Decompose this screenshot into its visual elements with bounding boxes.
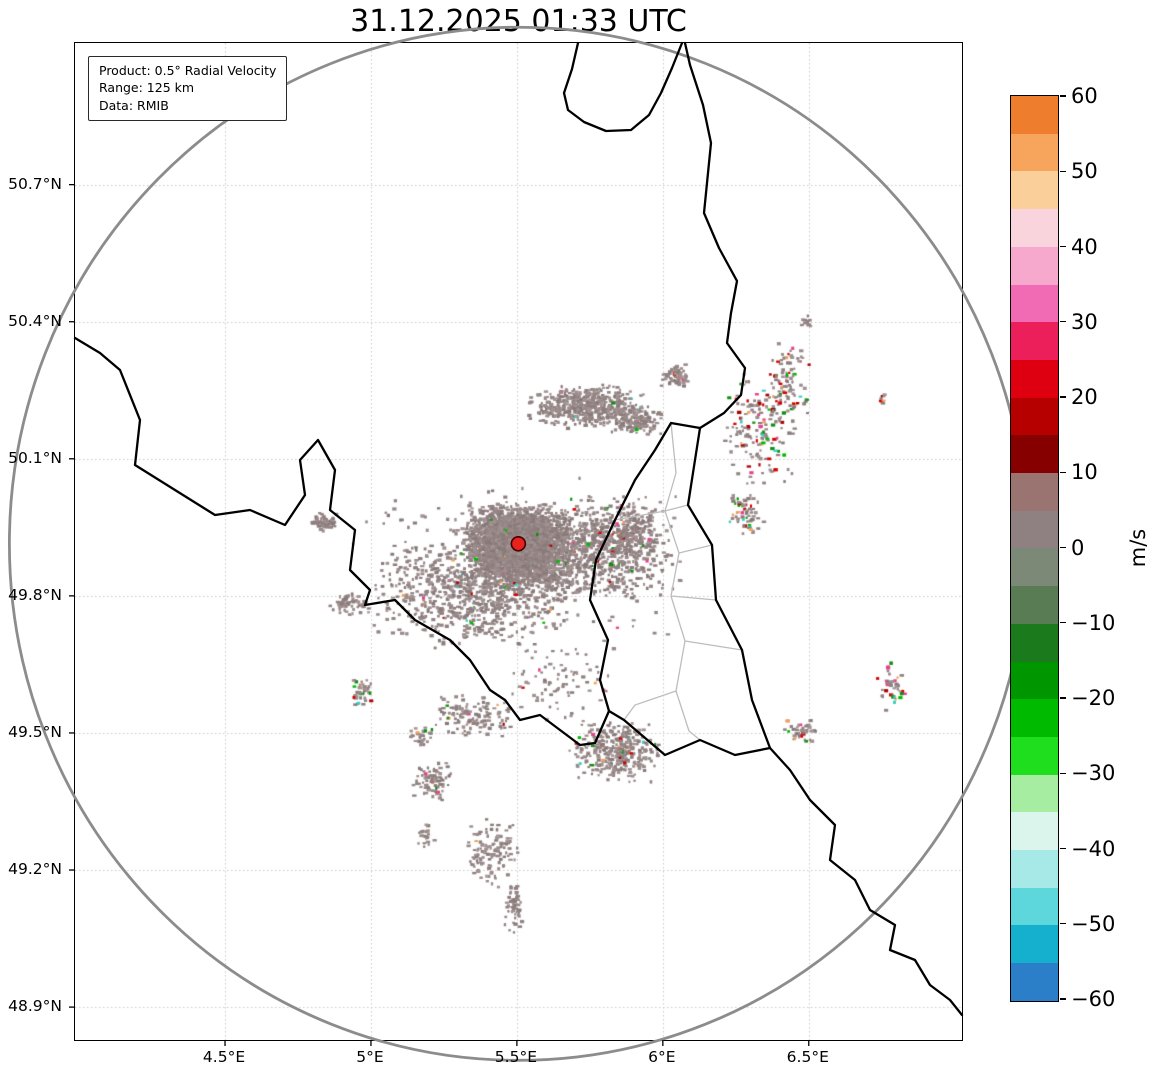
colorbar-segment [1011, 963, 1058, 1001]
plot-area: Product: 0.5° Radial Velocity Range: 125… [7, 25, 1029, 1062]
colorbar-segment [1011, 171, 1058, 210]
product-info-box: Product: 0.5° Radial Velocity Range: 125… [88, 56, 288, 121]
colorbar-tick-mark [1060, 546, 1066, 549]
y-axis: 50.7°N 50.4°N 50.1°N 49.8°N 49.5°N 49.2°N 48.9… [0, 42, 66, 1039]
colorbar-tick-label: 0 [1071, 535, 1085, 560]
colorbar-tick-label: 60 [1071, 84, 1098, 108]
x-tick-label: 5.5°E [494, 1048, 537, 1066]
colorbar-tick-mark [1060, 847, 1066, 850]
colorbar-segment [1011, 246, 1058, 285]
admin-border [614, 510, 666, 521]
colorbar-tick-label: −30 [1071, 761, 1116, 786]
colorbar-segment [1011, 322, 1058, 360]
colorbar-segment [1011, 887, 1058, 926]
colorbar-segment [1011, 623, 1058, 662]
colorbar-tick-label: 50 [1071, 159, 1098, 184]
colorbar-segment [1011, 586, 1058, 624]
colorbar-tick-mark [1060, 772, 1066, 774]
colorbar-gradient [1010, 95, 1059, 1002]
y-tick-label: 50.1°N [8, 448, 62, 467]
admin-border [670, 595, 717, 601]
colorbar-segment [1011, 925, 1058, 964]
colorbar-tick-mark [1060, 170, 1066, 172]
info-line-product: Product: 0.5° Radial Velocity [99, 63, 277, 78]
colorbar-segment [1011, 699, 1058, 737]
colorbar-segment [1011, 736, 1058, 775]
admin-border [623, 690, 677, 721]
radar-site-marker [510, 535, 527, 552]
colorbar-segment [1011, 812, 1058, 851]
y-tick-label: 49.5°N [8, 722, 62, 741]
colorbar-tick-mark [1060, 622, 1066, 624]
colorbar-tick-label: 40 [1071, 234, 1098, 259]
colorbar-tick-label: −10 [1071, 610, 1116, 635]
page-title: 31.12.2025 01:33 UTC [350, 4, 687, 39]
colorbar-tick-mark [1060, 95, 1066, 97]
x-tick-label: 4.5°E [202, 1048, 246, 1066]
info-line-range: Range: 125 km [99, 80, 195, 96]
colorbar-segment [1011, 850, 1058, 888]
colorbar-segment [1011, 133, 1058, 172]
x-tick-label: 6°E [648, 1048, 676, 1066]
colorbar-ticks: 60 50 40 30 20 10 0 −10 −20 −30 −40 −50 −60 [1060, 84, 1170, 1011]
colorbar-segment [1011, 96, 1058, 134]
colorbar-segment [1011, 284, 1058, 323]
x-tick-label: 6.5°E [786, 1048, 829, 1066]
colorbar-segment [1011, 510, 1058, 549]
colorbar-tick-mark [1060, 697, 1066, 699]
colorbar-tick-label: 10 [1071, 460, 1098, 485]
colorbar-tick-mark [1060, 998, 1066, 1000]
map-overlay [7, 25, 1029, 1062]
colorbar-segment [1011, 359, 1058, 398]
colorbar-segment [1011, 209, 1058, 247]
x-tick-label: 5°E [356, 1048, 384, 1066]
colorbar-segment [1011, 435, 1058, 474]
x-axis: 4.5°E 5°E 5.5°E 6°E 6.5°E [74, 1048, 963, 1070]
colorbar-tick-label: 20 [1071, 385, 1098, 409]
colorbar-unit-label: m/s [1126, 528, 1150, 567]
colorbar-tick-mark [1060, 396, 1066, 398]
colorbar-tick-mark [1060, 923, 1066, 925]
country-border [562, 41, 684, 133]
colorbar-tick-mark [1060, 245, 1066, 248]
colorbar-tick-label: −40 [1071, 836, 1116, 861]
colorbar-segment [1011, 473, 1058, 511]
admin-border [678, 544, 713, 554]
country-border [588, 421, 772, 757]
admin-border [684, 640, 743, 651]
country-border [768, 746, 964, 1017]
country-border [73, 336, 611, 747]
colorbar-tick-label: −50 [1071, 911, 1116, 936]
colorbar-segment [1011, 397, 1058, 436]
y-tick-label: 50.7°N [8, 174, 62, 193]
colorbar-tick-mark [1060, 321, 1066, 323]
colorbar-tick-label: −20 [1071, 686, 1116, 710]
y-tick-label: 50.4°N [8, 311, 62, 330]
colorbar-tick-label: 30 [1071, 309, 1098, 334]
colorbar-segment [1011, 548, 1058, 587]
country-border [683, 41, 747, 430]
colorbar-segment [1011, 774, 1058, 813]
y-tick-label: 48.9°N [8, 997, 62, 1016]
colorbar: 60 50 40 30 20 10 0 −10 −20 −30 −40 −50 −60 m/s [1010, 84, 1171, 1011]
info-line-data: Data: RMIB [99, 97, 169, 113]
colorbar-tick-mark [1060, 471, 1066, 473]
colorbar-segment [1011, 661, 1058, 700]
colorbar-tick-label: −60 [1071, 987, 1116, 1011]
y-tick-label: 49.2°N [8, 860, 62, 879]
admin-border [664, 504, 689, 512]
y-tick-label: 49.8°N [8, 585, 62, 604]
